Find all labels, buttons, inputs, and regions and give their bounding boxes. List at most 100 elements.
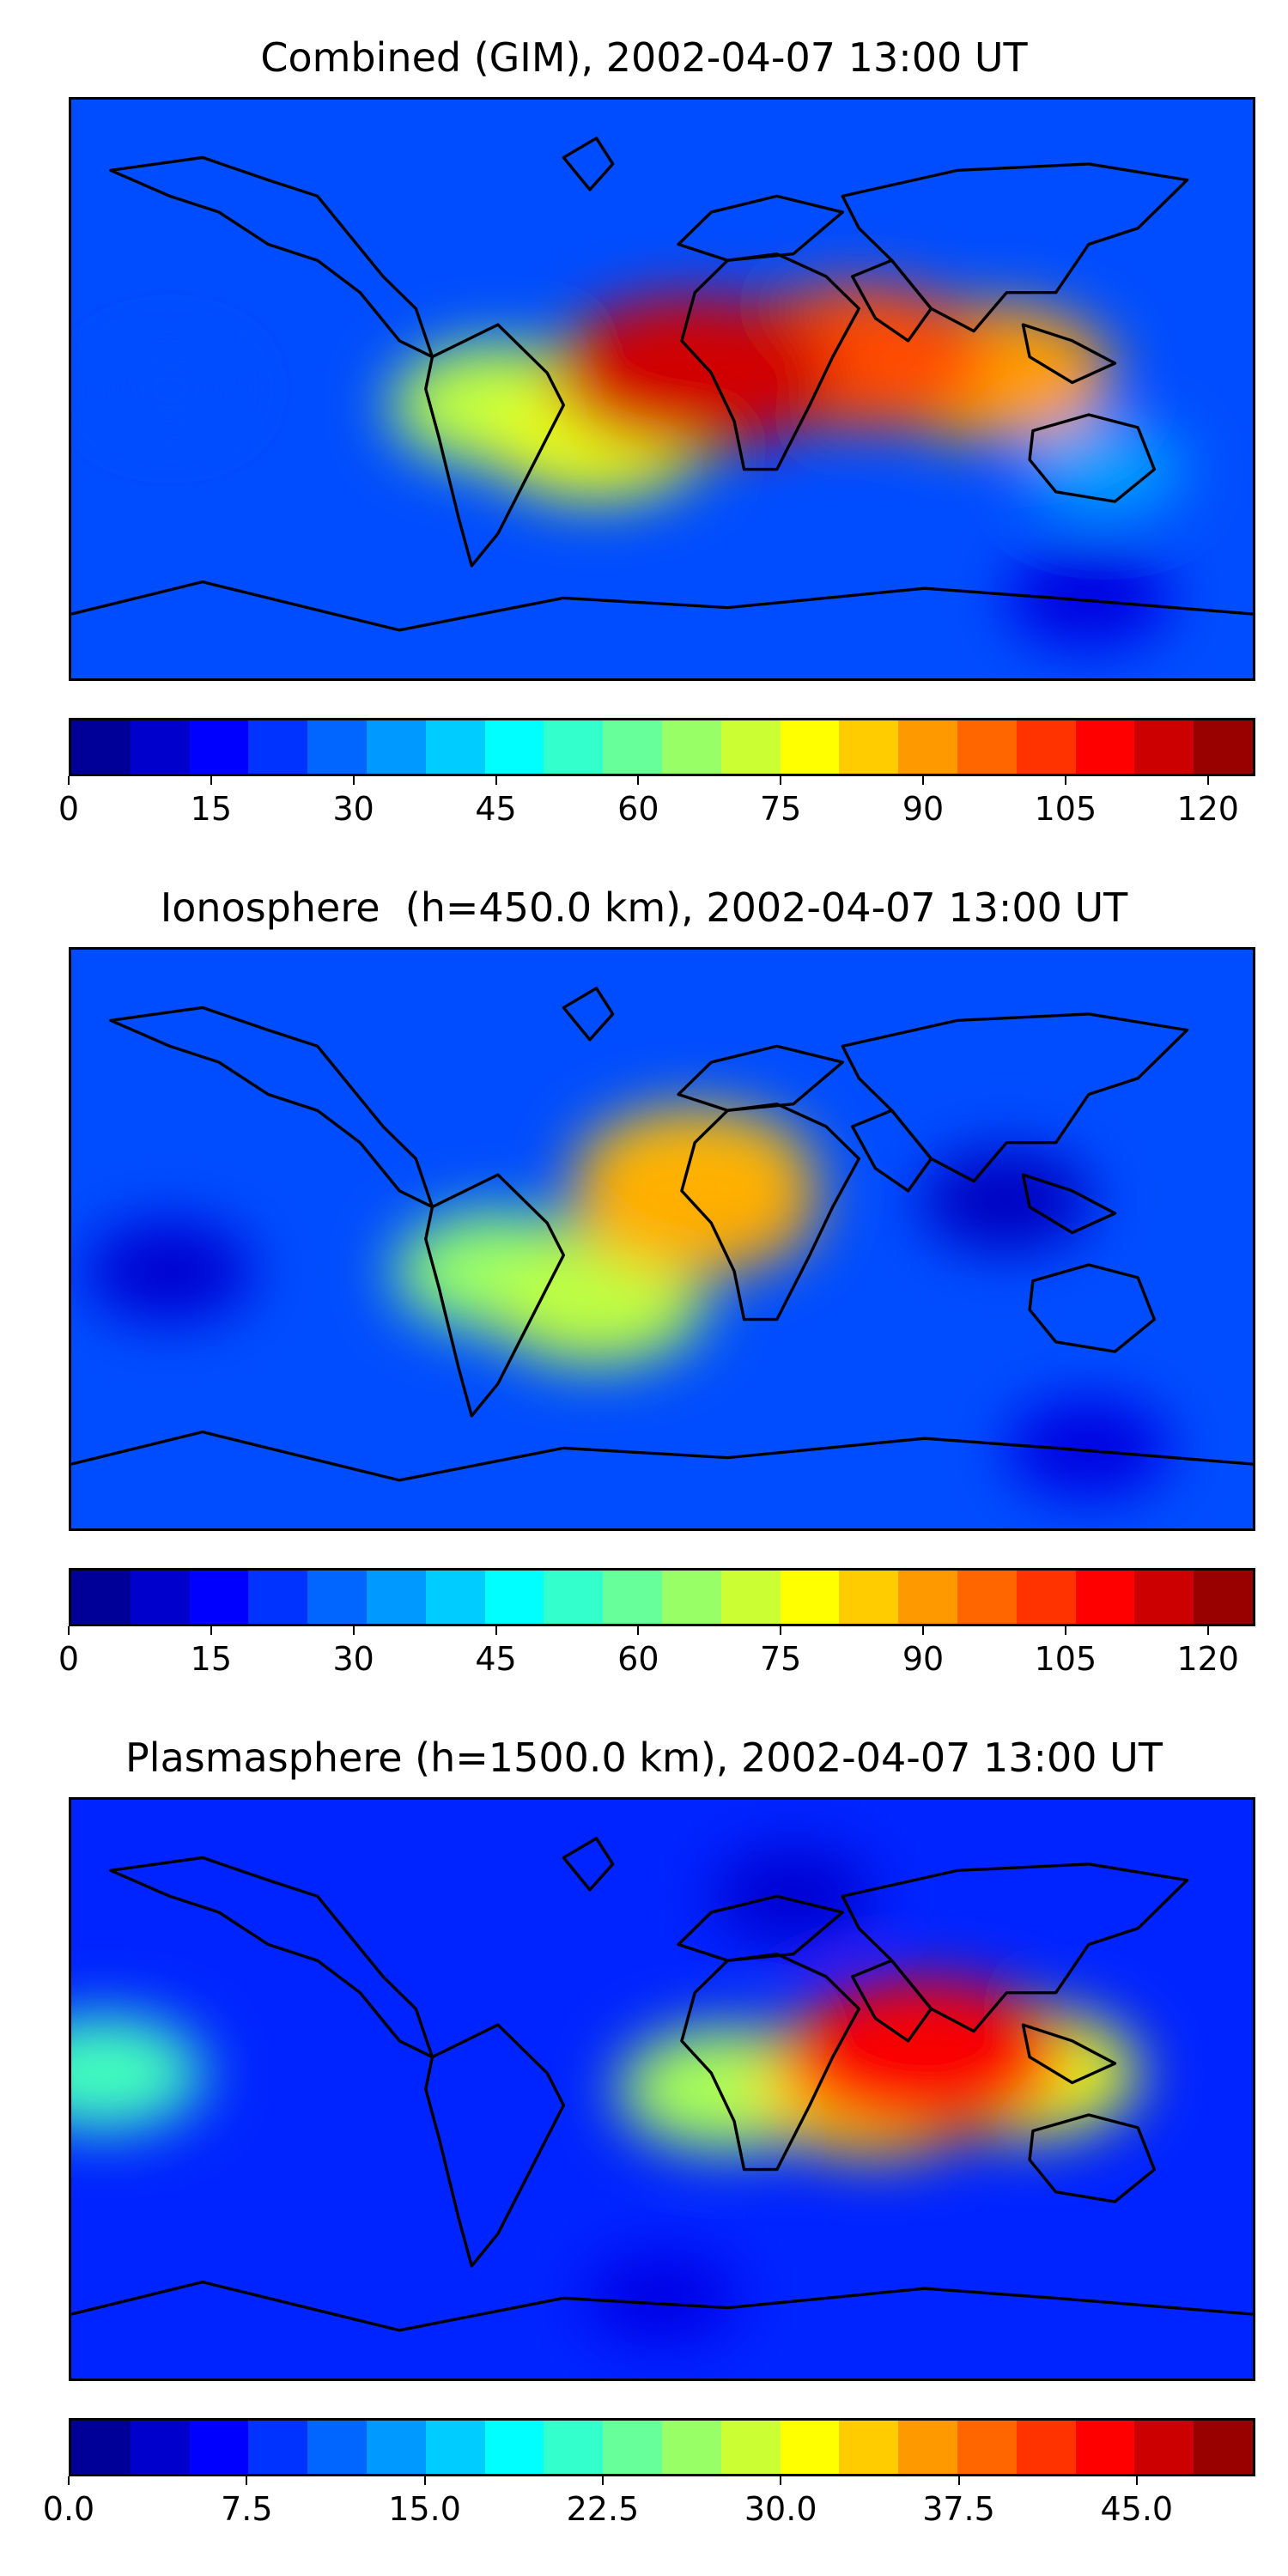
colorbar-level	[1075, 720, 1135, 774]
colorbar-level	[957, 1571, 1017, 1624]
coastline	[850, 1109, 933, 1193]
colorbar-ticks: 0 15 30 45 60 75 90 105 120	[58, 776, 1255, 828]
world-map-plot	[69, 1797, 1255, 2381]
coastline	[1028, 1263, 1157, 1353]
colorbar-tick-label: 0.0	[42, 2490, 95, 2528]
field-feature	[1005, 548, 1171, 648]
colorbar-tick-label: 0	[58, 790, 80, 828]
colorbar-level	[544, 2421, 604, 2474]
colorbar-level	[1016, 1571, 1076, 1624]
colorbar-level	[484, 1571, 544, 1624]
field-feature	[584, 2250, 740, 2346]
coastlines	[71, 987, 1253, 1482]
colorbar-tick-label: 15	[190, 1640, 233, 1678]
colorbar-ticks: 0.0 7.5 15.0 22.5 30.0 37.5 45.0	[43, 2476, 1255, 2528]
colorbar-tick	[637, 776, 640, 785]
colorbar-level	[189, 720, 249, 774]
colorbar-level	[307, 1571, 367, 1624]
colorbar-level	[720, 720, 781, 774]
colorbar-tick	[637, 1626, 640, 1635]
colorbar-tick-label: 15.0	[388, 2490, 461, 2528]
colorbar-tick-label: 90	[902, 1640, 945, 1678]
colorbar-tick	[495, 1626, 497, 1635]
colorbar-level	[71, 2421, 131, 2474]
colorbar-level	[603, 1571, 662, 1624]
colorbar-tick	[1206, 776, 1209, 785]
coastline	[71, 1430, 1253, 1482]
colorbar-level	[484, 2421, 544, 2474]
coastline	[1028, 2113, 1157, 2203]
colorbar-level	[780, 720, 840, 774]
colorbar-level	[720, 1571, 781, 1624]
colorbar-level	[780, 2421, 840, 2474]
colorbar-level	[1075, 1571, 1135, 1624]
colorbar-tick-label: 45.0	[1100, 2490, 1174, 2528]
colorbar-level	[248, 2421, 308, 2474]
coastline	[841, 162, 1189, 333]
colorbar-level	[366, 720, 426, 774]
colorbar-level	[1134, 2421, 1194, 2474]
colorbar-level	[603, 720, 662, 774]
colorbar-tick	[1135, 2476, 1138, 2485]
colorbar-tick-label: 0	[58, 1640, 80, 1678]
colorbar-level	[425, 1571, 485, 1624]
colorbar-level	[839, 2421, 899, 2474]
colorbar-tick-label: 120	[1176, 1640, 1239, 1678]
contour-field	[71, 950, 1253, 1528]
colorbar-level	[307, 2421, 367, 2474]
colorbar-tick-label: 75	[760, 1640, 802, 1678]
field-feature	[1005, 1398, 1171, 1498]
colorbar-tick	[210, 1626, 212, 1635]
colorbar-level	[130, 2421, 190, 2474]
colorbar-level	[839, 1571, 899, 1624]
field-feature	[97, 343, 242, 434]
field-feature	[713, 1847, 874, 1945]
chart-title: Ionosphere (h=450.0 km), 2002-04-07 13:0…	[160, 884, 1128, 931]
coastline	[680, 1953, 861, 2172]
colorbar-ticks: 0 15 30 45 60 75 90 105 120	[58, 1626, 1255, 1678]
colorbar-level	[307, 720, 367, 774]
colorbar-tick-label: 30	[332, 790, 374, 828]
colorbar-tick	[780, 1626, 782, 1635]
coastline	[1021, 323, 1117, 385]
colorbar-level	[1134, 1571, 1194, 1624]
colorbar-tick-label: 75	[760, 790, 802, 828]
colorbar-tick-label: 45	[475, 1640, 517, 1678]
colorbar-tick	[957, 2476, 960, 2485]
colorbar-tick	[352, 776, 355, 785]
coastline	[109, 155, 434, 359]
colorbar-tick-label: 22.5	[566, 2490, 640, 2528]
panel-ionosphere: Ionosphere (h=450.0 km), 2002-04-07 13:0…	[0, 850, 1288, 1678]
colorbar-level	[544, 720, 604, 774]
coastline	[677, 1044, 844, 1112]
colorbar-level	[780, 1571, 840, 1624]
coastline	[1021, 1173, 1117, 1235]
coastline	[562, 1837, 615, 1892]
coastlines	[71, 1837, 1253, 2332]
field-feature	[920, 1149, 1093, 1252]
colorbar-level	[1194, 1571, 1253, 1624]
colorbar-tick	[1206, 1626, 1209, 1635]
colorbar-level	[1194, 720, 1253, 774]
colorbar-level	[839, 720, 899, 774]
coastline	[562, 987, 615, 1042]
colorbar-level	[130, 1571, 190, 1624]
colorbar-level	[130, 720, 190, 774]
colorbar-level	[1134, 720, 1194, 774]
coastline	[680, 252, 861, 471]
colorbar-level	[661, 720, 721, 774]
colorbar-level	[898, 1571, 957, 1624]
field-feature	[71, 2015, 204, 2131]
colorbar-tick-label: 37.5	[922, 2490, 995, 2528]
colorbar	[69, 1568, 1255, 1626]
colorbar-tick	[1064, 1626, 1066, 1635]
coastline	[680, 1103, 861, 1321]
chart-title: Plasmasphere (h=1500.0 km), 2002-04-07 1…	[125, 1735, 1163, 1781]
coastline	[71, 2280, 1253, 2332]
colorbar-tick	[68, 776, 70, 785]
colorbar-level	[425, 720, 485, 774]
field-feature	[1024, 420, 1186, 519]
colorbar-tick-label: 120	[1176, 790, 1239, 828]
contour-field	[71, 1800, 1253, 2379]
colorbar-level	[71, 1571, 131, 1624]
